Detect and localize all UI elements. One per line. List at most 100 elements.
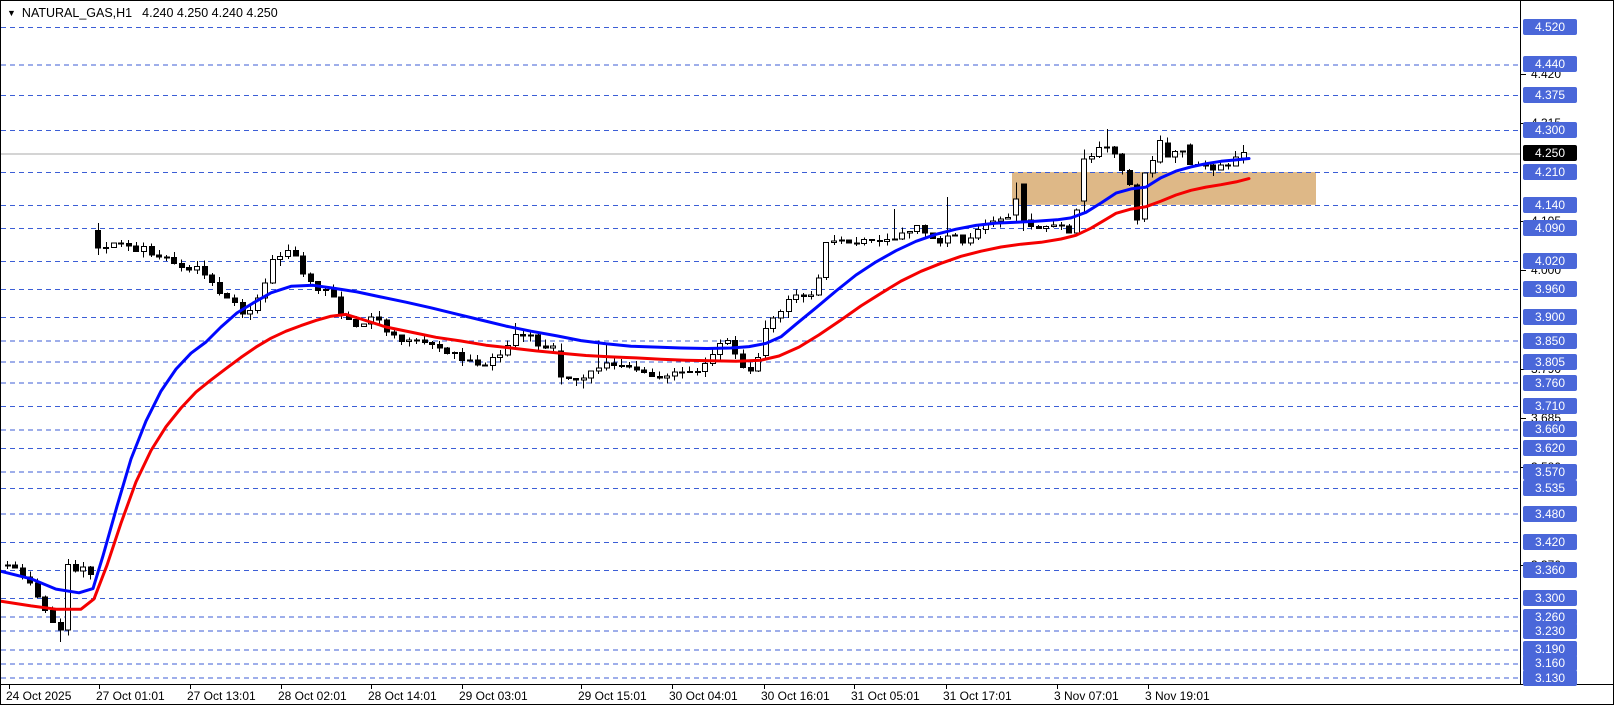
candle-body xyxy=(95,230,101,249)
time-scale-tick xyxy=(190,685,191,689)
candle-body xyxy=(861,239,867,244)
candle-body xyxy=(968,237,974,244)
price-level-badge: 4.375 xyxy=(1523,86,1577,103)
candle-body xyxy=(482,364,488,367)
price-level-badge: 3.230 xyxy=(1523,622,1577,639)
candle-body xyxy=(437,344,443,349)
price-level-badge: 3.960 xyxy=(1523,281,1577,298)
price-level-badge: 4.090 xyxy=(1523,220,1577,237)
candle-body xyxy=(550,345,556,349)
candle-body xyxy=(111,242,117,248)
candle-body xyxy=(1172,151,1178,158)
candle-body xyxy=(1074,209,1080,234)
candle-body xyxy=(581,377,587,381)
candle-body xyxy=(679,371,685,374)
chart-canvas[interactable]: ▼ NATURAL_GAS,H1 4.240 4.250 4.240 4.250 xyxy=(1,1,1520,683)
candle-body xyxy=(149,246,155,256)
candle-body xyxy=(1225,164,1231,167)
chart-title: ▼ NATURAL_GAS,H1 4.240 4.250 4.240 4.250 xyxy=(7,5,278,21)
candle-body xyxy=(649,371,655,377)
candle-body xyxy=(224,292,230,299)
time-scale-label: 24 Oct 2025 xyxy=(6,689,72,703)
time-scale-label: 27 Oct 13:01 xyxy=(187,689,256,703)
price-level-badge: 3.130 xyxy=(1523,669,1577,686)
price-level-badge: 3.660 xyxy=(1523,421,1577,438)
price-level-badge: 3.420 xyxy=(1523,533,1577,550)
time-scale-label: 30 Oct 04:01 xyxy=(669,689,738,703)
candle-body xyxy=(475,359,481,366)
candle-body xyxy=(664,375,670,379)
candle-body xyxy=(406,339,412,343)
candle-body xyxy=(634,366,640,371)
ma-slow-line xyxy=(1,177,1251,611)
candle-body xyxy=(179,263,185,268)
time-scale-label: 28 Oct 14:01 xyxy=(368,689,437,703)
candle-body xyxy=(914,225,920,233)
candle-body xyxy=(1089,156,1095,160)
candle-body xyxy=(823,241,829,278)
candle-body xyxy=(171,257,177,265)
candle-body xyxy=(755,357,761,372)
candle-body xyxy=(1210,164,1216,171)
price-level-badge: 4.020 xyxy=(1523,253,1577,269)
candle-body xyxy=(1180,150,1186,153)
candle-body xyxy=(846,239,852,244)
symbol-dropdown-icon[interactable]: ▼ xyxy=(7,8,16,18)
candle-body xyxy=(748,366,754,372)
time-scale-label: 29 Oct 15:01 xyxy=(578,689,647,703)
candle-body xyxy=(778,311,784,319)
price-level-badge: 3.570 xyxy=(1523,463,1577,480)
candle-body xyxy=(1165,142,1171,158)
candle-body xyxy=(459,351,465,362)
price-level-badge: 3.710 xyxy=(1523,398,1577,415)
price-axis[interactable]: 4.4204.3154.1054.0003.7903.6853.5803.370… xyxy=(1520,1,1613,686)
time-axis[interactable]: 24 Oct 2025 27 Oct 01:01 27 Oct 13:01 28 Oc… xyxy=(1,684,1613,704)
candle-body xyxy=(361,323,367,327)
time-scale-label: 29 Oct 03:01 xyxy=(459,689,528,703)
time-scale-tick xyxy=(1148,685,1149,689)
candle-body xyxy=(528,334,534,337)
time-scale-tick xyxy=(672,685,673,689)
candle-body xyxy=(899,232,905,240)
candle-body xyxy=(907,231,913,234)
candle-body xyxy=(975,229,981,239)
candle-body xyxy=(141,246,147,252)
candle-body xyxy=(801,294,807,298)
price-scale-label: 3.685 xyxy=(1530,410,1563,425)
candle-body xyxy=(247,309,253,315)
candle-body xyxy=(126,242,132,247)
price-level-badge: 3.805 xyxy=(1523,353,1577,370)
candle-body xyxy=(596,367,602,372)
candle-body xyxy=(133,245,139,252)
candle-body xyxy=(12,564,18,569)
candle-body xyxy=(687,370,693,373)
candle-body xyxy=(164,256,170,259)
candle-body xyxy=(1043,225,1049,229)
candle-body xyxy=(1134,184,1140,221)
candle-body xyxy=(194,266,200,271)
candle-body xyxy=(186,266,192,271)
candle-body xyxy=(558,350,564,378)
time-scale-label: 30 Oct 16:01 xyxy=(761,689,830,703)
candle-body xyxy=(1119,153,1125,171)
candle-body xyxy=(1187,144,1193,166)
candle-body xyxy=(467,359,473,362)
candle-body xyxy=(619,364,625,367)
candle-body xyxy=(452,351,458,355)
price-level-badge: 3.260 xyxy=(1523,608,1577,625)
time-scale-tick xyxy=(462,685,463,689)
candle-body xyxy=(118,242,124,245)
candle-body xyxy=(695,370,701,373)
candle-body xyxy=(1127,169,1133,185)
candle-body xyxy=(42,596,48,612)
candle-body xyxy=(604,362,610,369)
time-scale-tick xyxy=(9,685,10,689)
price-level-badge: 4.520 xyxy=(1523,19,1577,35)
candle-body xyxy=(331,288,337,298)
candle-body xyxy=(543,345,549,349)
candle-body xyxy=(202,266,208,276)
ma-fast-line xyxy=(1,157,1251,595)
time-scale-tick xyxy=(764,685,765,689)
candle-body xyxy=(1241,151,1247,159)
